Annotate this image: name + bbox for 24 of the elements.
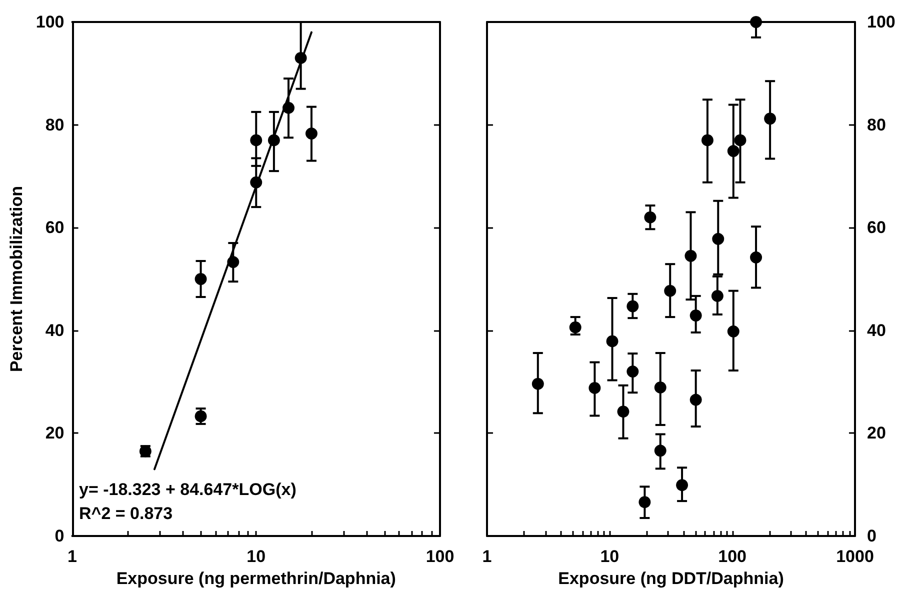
- x-axis-title: Exposure (ng permethrin/Daphnia): [116, 569, 396, 588]
- y2-tick-label: 60: [867, 218, 886, 238]
- x-axis-title: Exposure (ng DDT/Daphnia): [558, 569, 784, 588]
- x-tick-label: 10: [246, 547, 266, 566]
- x-tick-label: 100: [426, 547, 454, 566]
- y-tick-label: 100: [36, 12, 64, 32]
- y-tick-label: 60: [45, 218, 64, 238]
- y2-tick-label: 100: [867, 12, 896, 32]
- annotation: y= -18.323 + 84.647*LOG(x): [79, 480, 296, 499]
- y2-tick-label: 0: [867, 526, 876, 546]
- x-tick-label: 1000: [836, 547, 874, 566]
- y-tick-label: 20: [45, 424, 64, 443]
- y-axis-title: Percent Immobilization: [7, 186, 26, 372]
- x-tick-label: 1: [482, 547, 492, 566]
- x-tick-label: 10: [600, 547, 620, 566]
- annotation: R^2 = 0.873: [79, 504, 173, 523]
- y-tick-label: 0: [54, 526, 64, 546]
- y-tick-label: 40: [45, 320, 64, 340]
- x-tick-label: 100: [718, 547, 747, 566]
- x-tick-label: 1: [68, 547, 77, 566]
- y2-tick-label: 20: [867, 424, 886, 443]
- y2-tick-label: 40: [867, 320, 886, 340]
- y-tick-label: 80: [45, 115, 64, 134]
- y2-tick-label: 80: [867, 115, 886, 134]
